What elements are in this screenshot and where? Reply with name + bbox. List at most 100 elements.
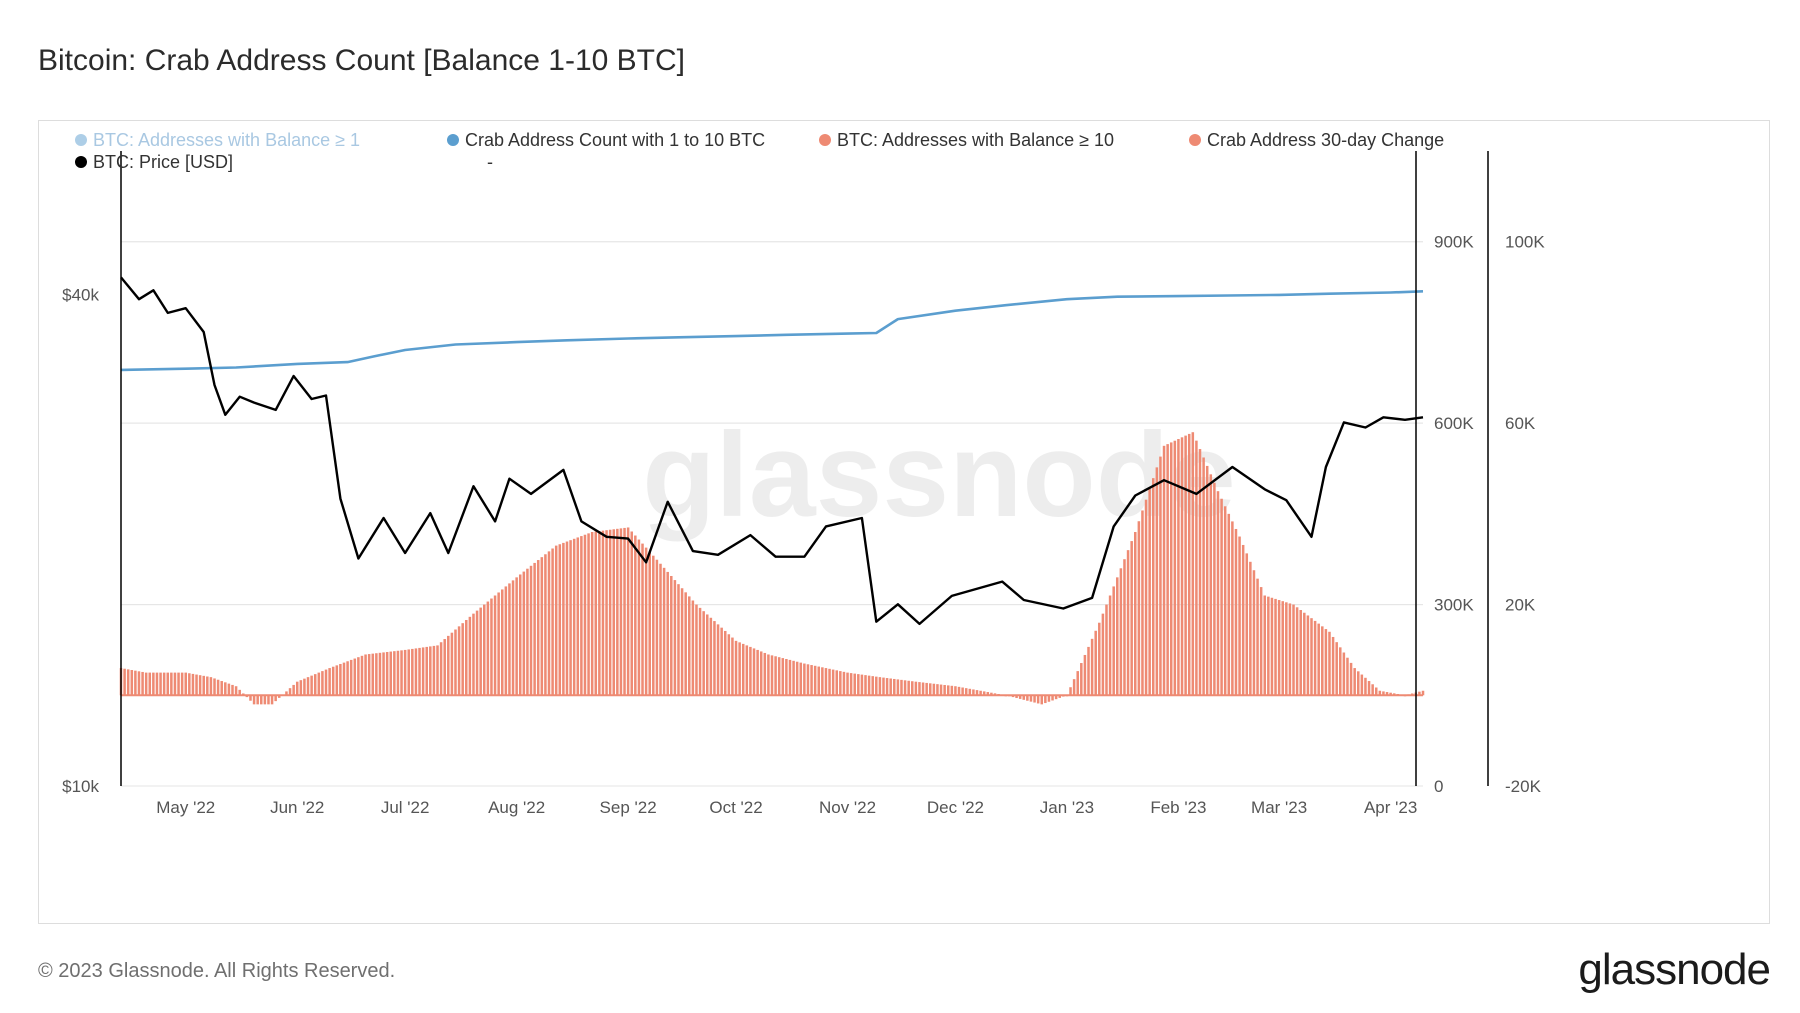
change-bar	[853, 673, 856, 696]
change-bar	[1202, 457, 1205, 696]
change-bar	[713, 621, 716, 696]
change-bar	[1026, 695, 1029, 701]
change-bar	[619, 528, 623, 696]
x-tick-label: Jul '22	[381, 798, 430, 817]
chart-title: Bitcoin: Crab Address Count [Balance 1-1…	[38, 44, 685, 77]
change-bar	[364, 654, 367, 696]
change-bar	[608, 529, 612, 696]
change-bar	[1216, 491, 1220, 696]
change-bar	[288, 688, 292, 696]
change-bar	[817, 666, 821, 696]
change-bar	[1292, 604, 1295, 696]
change-bar	[1159, 456, 1162, 696]
change-bar	[709, 617, 713, 696]
change-bar	[1382, 691, 1385, 696]
change-bar	[1112, 586, 1115, 696]
change-bar	[1177, 439, 1180, 696]
change-bar	[540, 557, 544, 696]
legend-marker[interactable]	[75, 134, 87, 146]
change-bar	[688, 596, 691, 696]
change-bar	[1374, 687, 1378, 696]
change-bar	[536, 560, 540, 696]
legend-item[interactable]: BTC: Addresses with Balance ≥ 10	[837, 130, 1114, 150]
change-bar	[504, 586, 508, 696]
change-bar	[928, 683, 932, 696]
change-bar	[389, 651, 393, 696]
change-bar	[447, 635, 450, 696]
change-bar	[626, 527, 630, 696]
change-bar	[465, 619, 468, 696]
change-bar	[741, 643, 745, 696]
change-bar	[1321, 626, 1324, 696]
change-bar	[313, 674, 317, 696]
legend-item[interactable]: Crab Address 30-day Change	[1207, 130, 1444, 150]
change-bar	[357, 657, 360, 696]
change-bar	[860, 674, 864, 696]
change-bar	[785, 659, 788, 696]
change-bar	[986, 692, 990, 696]
change-bar	[1274, 598, 1277, 696]
change-bar	[137, 671, 141, 696]
change-bar	[1367, 681, 1371, 696]
change-bar	[414, 648, 418, 696]
change-bar	[795, 661, 799, 696]
change-bar	[828, 668, 831, 696]
x-tick-label: Mar '23	[1251, 798, 1307, 817]
legend-marker[interactable]	[819, 134, 831, 146]
watermark: glassnode	[642, 408, 1236, 542]
change-bar	[522, 571, 526, 696]
change-bar	[968, 688, 972, 696]
legend-item[interactable]: -	[487, 152, 493, 172]
change-bar	[1155, 467, 1159, 696]
change-tick-label: 20K	[1505, 596, 1536, 615]
change-bar	[1281, 601, 1284, 696]
count-tick-label: 300K	[1434, 596, 1474, 615]
change-bar	[990, 692, 993, 696]
chart-frame: glassnode $10k $40k 0 300K 600K 900K -20K 20K 60…	[38, 120, 1770, 924]
change-bar	[734, 640, 738, 696]
change-bar	[285, 691, 288, 696]
change-bar	[353, 658, 357, 696]
change-bar	[1195, 440, 1198, 696]
legend-marker[interactable]	[75, 156, 87, 168]
change-bar	[407, 649, 410, 696]
legend: BTC: Addresses with Balance ≥ 1 Crab Addr…	[75, 130, 1444, 172]
change-bar	[547, 551, 551, 696]
change-bar	[123, 668, 126, 696]
change-bar	[1285, 602, 1288, 696]
change-bar	[720, 627, 723, 696]
change-bar	[1044, 695, 1047, 704]
change-bar	[515, 577, 518, 696]
change-bar	[846, 672, 849, 696]
change-bar	[1148, 488, 1151, 696]
change-bar	[198, 675, 202, 696]
change-bar	[1184, 435, 1187, 696]
legend-item[interactable]: BTC: Price [USD]	[93, 152, 233, 172]
count-tick-label: 900K	[1434, 233, 1474, 252]
copyright-text: © 2023 Glassnode. All Rights Reserved.	[38, 960, 396, 982]
change-bar	[1245, 553, 1249, 696]
change-bar	[1123, 559, 1126, 696]
legend-item[interactable]: Crab Address Count with 1 to 10 BTC	[465, 130, 765, 150]
change-bar	[260, 695, 263, 705]
glassnode-logo[interactable]: glassnode	[1578, 945, 1771, 994]
x-tick-label: May '22	[156, 798, 215, 817]
change-bar	[936, 684, 939, 696]
change-bar	[375, 653, 378, 696]
change-bar	[918, 682, 921, 696]
change-bar	[393, 651, 396, 696]
change-bar	[1108, 595, 1112, 696]
change-bar	[763, 652, 767, 696]
change-bar	[436, 645, 439, 696]
legend-item[interactable]: BTC: Addresses with Balance ≥ 1	[93, 130, 360, 150]
change-bar	[335, 665, 339, 696]
change-bar	[461, 623, 464, 696]
change-bar	[310, 675, 313, 696]
change-bar	[932, 683, 936, 696]
x-tick-label: Aug '22	[488, 798, 545, 817]
change-bar	[1231, 521, 1234, 696]
legend-marker[interactable]	[1189, 134, 1201, 146]
change-bar	[867, 675, 871, 696]
legend-marker[interactable]	[447, 134, 459, 146]
change-bar	[885, 678, 889, 696]
